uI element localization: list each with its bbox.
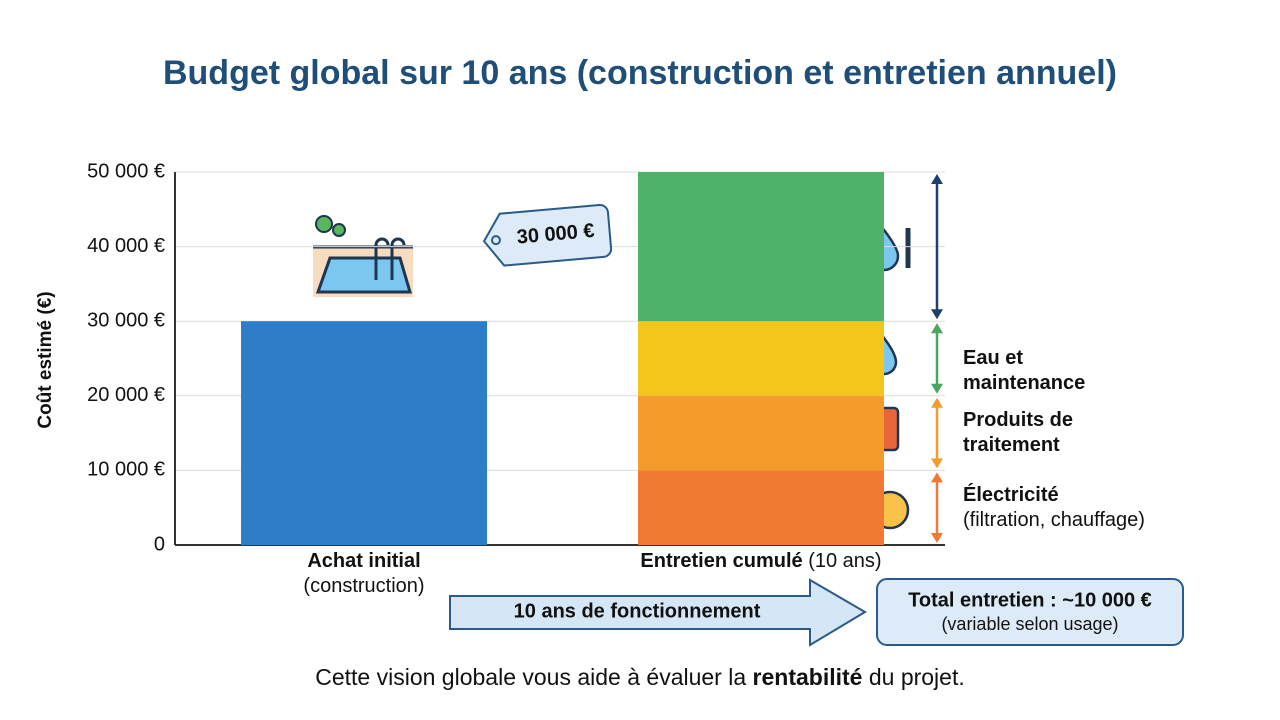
legend-name: Électricité: [963, 483, 1059, 506]
y-tick-label: 40 000 €: [87, 235, 165, 257]
total-title: Total entretien : ~10 000 €: [908, 589, 1152, 611]
legend-name: Produits de traitement: [963, 409, 1074, 457]
arrow-text: 10 ans de fonctionnement: [514, 600, 761, 622]
bar: [638, 321, 884, 396]
total-note: (variable selon usage): [941, 614, 1118, 634]
bar: [241, 321, 487, 545]
bar: [638, 395, 884, 471]
total-box: [876, 578, 1184, 646]
pool-ladder: [374, 237, 406, 280]
chart-title: Budget global sur 10 ans (construction e…: [163, 54, 1117, 92]
y-axis-label: Coût estimé (€): [35, 291, 56, 428]
category-name: Achat initial: [307, 550, 421, 572]
bar: [638, 172, 884, 322]
legend-label: Eau et maintenance: [963, 346, 1133, 396]
legend-label: Électricité (filtration, chauffage): [963, 483, 1203, 533]
y-tick-label: 30 000 €: [87, 309, 165, 331]
legend-label: Produits de traitement: [963, 408, 1133, 458]
category-name: Entretien cumulé: [640, 550, 803, 572]
y-tick-label: 50 000 €: [87, 160, 165, 182]
footer: Cette vision globale vous aide à évaluer…: [315, 664, 965, 690]
tag-shape: [482, 204, 613, 267]
y-tick-label: 20 000 €: [87, 384, 165, 406]
tree: [315, 215, 333, 233]
x-tick-label: Entretien cumulé (10 ans): [601, 549, 921, 574]
footer-text: du projet.: [862, 664, 964, 690]
duration-arrow: [449, 578, 867, 647]
pool-water: [315, 256, 413, 294]
y-tick-label: 0: [154, 533, 165, 555]
y-tick-label: 10 000 €: [87, 459, 165, 481]
category-note: (10 ans): [808, 550, 882, 572]
legend-name: Eau et maintenance: [963, 347, 1086, 394]
tree: [332, 223, 346, 237]
bar: [638, 470, 884, 545]
footer-text: Cette vision globale vous aide à évaluer…: [315, 664, 752, 690]
x-tick-label: Achat initial (construction): [279, 549, 449, 599]
legend-note: (filtration, chauffage): [963, 508, 1145, 531]
footer-bold: rentabilité: [753, 664, 863, 690]
value-tag: 30 000 €: [482, 204, 613, 267]
tag-hole: [490, 235, 501, 246]
category-note: (construction): [303, 575, 425, 597]
pool-icon: [313, 215, 413, 297]
